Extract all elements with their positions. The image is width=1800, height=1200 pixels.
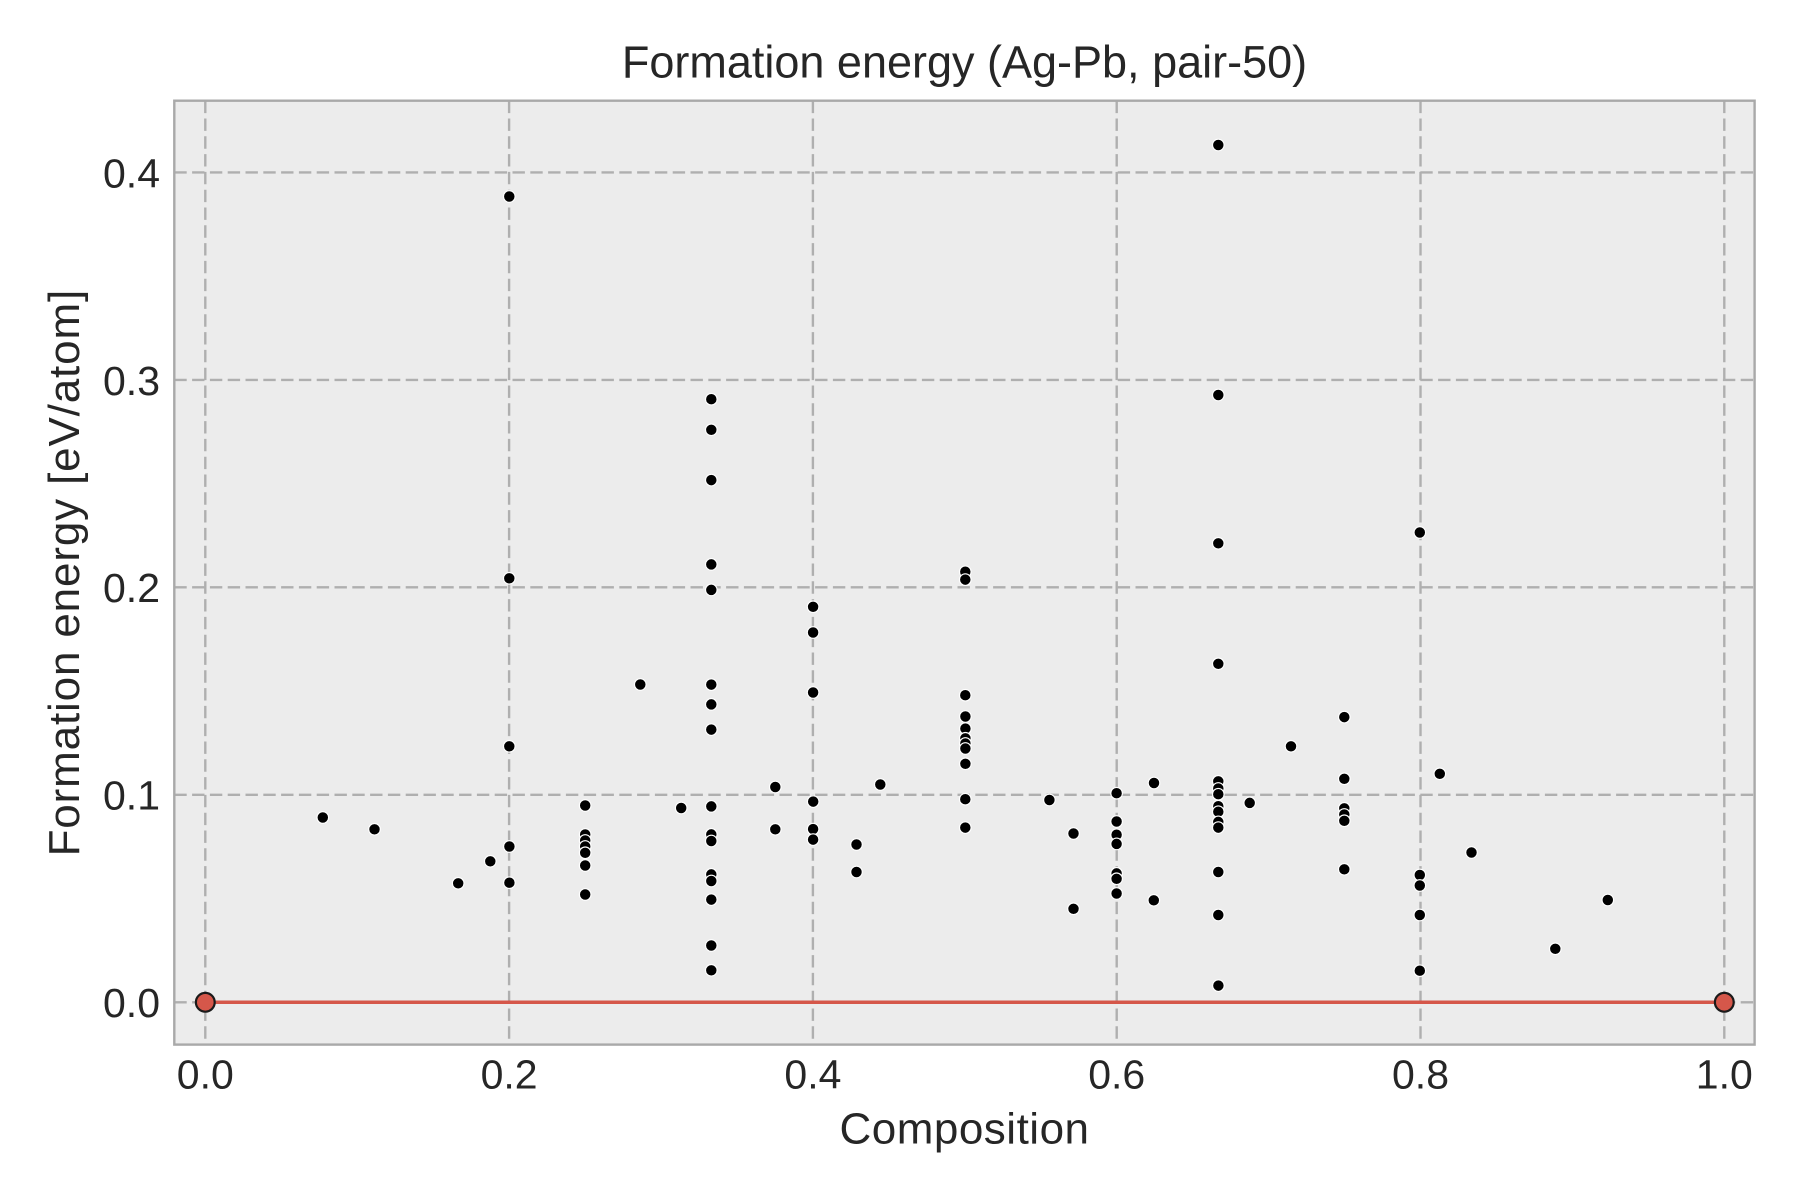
svg-text:Composition: Composition — [839, 1104, 1089, 1153]
svg-text:0.0: 0.0 — [177, 1052, 234, 1098]
svg-text:Formation energy (Ag-Pb, pair-: Formation energy (Ag-Pb, pair-50) — [622, 36, 1307, 87]
svg-text:0.8: 0.8 — [1392, 1052, 1449, 1098]
svg-text:1.0: 1.0 — [1696, 1052, 1753, 1098]
svg-text:0.6: 0.6 — [1088, 1052, 1145, 1098]
svg-text:0.2: 0.2 — [481, 1052, 538, 1098]
svg-text:0.1: 0.1 — [103, 773, 160, 819]
svg-text:0.4: 0.4 — [784, 1052, 841, 1098]
svg-text:0.0: 0.0 — [103, 980, 160, 1026]
svg-text:0.2: 0.2 — [103, 565, 160, 611]
svg-text:Formation energy [eV/atom]: Formation energy [eV/atom] — [40, 289, 89, 856]
svg-text:0.3: 0.3 — [103, 358, 160, 404]
svg-text:0.4: 0.4 — [103, 150, 160, 196]
